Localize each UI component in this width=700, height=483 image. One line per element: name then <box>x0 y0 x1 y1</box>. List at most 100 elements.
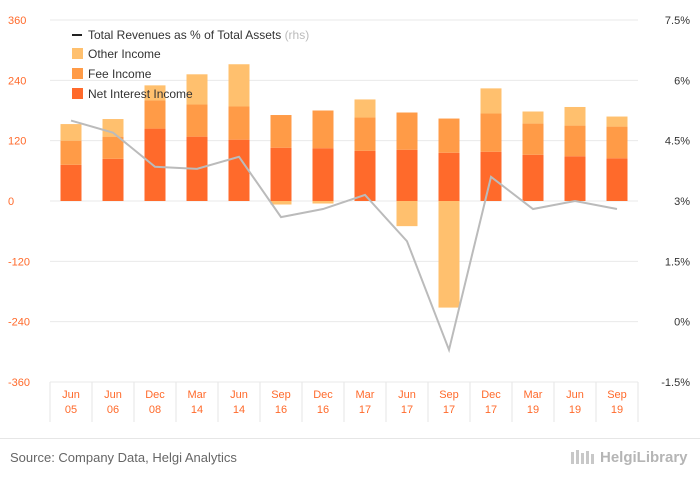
x-tick-label-month: Sep <box>439 389 459 401</box>
library-icon <box>571 450 594 464</box>
legend-swatch <box>72 48 83 59</box>
bar-segment-net-interest-income <box>228 139 250 201</box>
axes: 360 7.5% 240 6% 120 4.5% 0 3% -120 1.5% -240 0% -360… <box>8 15 690 422</box>
x-tick-label-month: Mar <box>356 389 375 401</box>
bar-segment-net-interest-income <box>438 152 460 201</box>
x-tick-label-year: 17 <box>485 404 497 416</box>
source-note: Source: Company Data, Helgi Analytics <box>10 450 237 465</box>
legend-label: Other Income <box>88 47 161 61</box>
bar-segment-other-income <box>144 85 166 101</box>
bar-segment-other-income <box>522 111 544 124</box>
x-tick-label-month: Mar <box>524 389 543 401</box>
legend: Total Revenues as % of Total Assets (rhs… <box>72 28 309 101</box>
y-right-tick-label: 0% <box>674 317 690 329</box>
bar-segment-net-interest-income <box>60 164 82 201</box>
x-tick-label-month: Jun <box>230 389 248 401</box>
legend-label-line: Total Revenues as % of Total Assets (rhs… <box>88 28 309 42</box>
bar-segment-fee-income <box>228 106 250 140</box>
bar-segment-other-income <box>564 106 586 126</box>
x-tick-label-month: Mar <box>188 389 207 401</box>
bar-segment-other-income <box>186 74 208 105</box>
y-left-tick-label: 0 <box>8 196 14 208</box>
line-series-total-revenues <box>70 119 618 354</box>
x-tick-label-year: 08 <box>149 404 161 416</box>
logo-text: HelgiLibrary <box>600 448 688 466</box>
y-left-tick-label: -240 <box>8 317 30 329</box>
y-left-tick-label: -120 <box>8 256 30 268</box>
y-right-tick-label: 4.5% <box>665 136 690 148</box>
y-right-tick-label: -1.5% <box>661 377 690 389</box>
x-tick-label-month: Jun <box>398 389 416 401</box>
bar-segment-fee-income <box>312 110 334 149</box>
bar-segment-fee-income <box>144 100 166 129</box>
bar-segment-net-interest-income <box>312 148 334 201</box>
x-tick-label-year: 17 <box>401 404 413 416</box>
legend-label: Net Interest Income <box>88 87 193 101</box>
bar-segment-net-interest-income <box>354 150 376 201</box>
x-tick-label-year: 17 <box>443 404 455 416</box>
legend-label: Fee Income <box>88 67 152 81</box>
x-tick-label-month: Jun <box>62 389 80 401</box>
x-tick-label-year: 14 <box>233 404 245 416</box>
legend-swatch <box>72 68 83 79</box>
bar-segment-fee-income <box>438 118 460 153</box>
bar-segment-net-interest-income <box>396 149 418 201</box>
bar-segment-net-interest-income <box>606 158 628 201</box>
bar-segment-other-income <box>606 116 628 127</box>
bar-segment-fee-income <box>60 140 82 165</box>
x-tick-label-month: Dec <box>145 389 165 401</box>
bar-segment-fee-income <box>606 126 628 159</box>
bar-segment-other-income <box>228 64 250 107</box>
x-tick-label-year: 16 <box>275 404 287 416</box>
bar-segment-net-interest-income <box>522 154 544 201</box>
x-tick-label-month: Sep <box>607 389 627 401</box>
x-tick-label-year: 06 <box>107 404 119 416</box>
bar-segment-fee-income <box>480 113 502 152</box>
x-tick-label-month: Jun <box>566 389 584 401</box>
x-tick-label-year: 19 <box>611 404 623 416</box>
x-tick-label-year: 16 <box>317 404 329 416</box>
bar-segment-other-income <box>102 119 124 137</box>
x-tick-label-year: 17 <box>359 404 371 416</box>
revenue-line <box>70 119 618 354</box>
x-tick-label-month: Sep <box>271 389 291 401</box>
y-right-tick-label: 7.5% <box>665 15 690 27</box>
bar-segment-other-income <box>480 88 502 114</box>
y-left-tick-label: -360 <box>8 377 30 389</box>
x-tick-label-month: Jun <box>104 389 122 401</box>
y-left-tick-label: 120 <box>8 136 26 148</box>
x-tick-label-year: 19 <box>527 404 539 416</box>
bar-segment-fee-income <box>522 123 544 155</box>
bar-segment-other-income <box>354 99 376 118</box>
legend-swatch <box>72 88 83 99</box>
x-tick-label-year: 14 <box>191 404 203 416</box>
x-tick-label-year: 05 <box>65 404 77 416</box>
bar-segment-fee-income <box>354 117 376 151</box>
bar-segment-net-interest-income <box>144 128 166 201</box>
footer-divider <box>0 438 700 439</box>
bar-segment-fee-income <box>396 112 418 150</box>
bars <box>60 64 628 308</box>
bar-segment-fee-income <box>564 125 586 157</box>
bar-segment-other-income <box>438 201 460 308</box>
bar-segment-net-interest-income <box>270 147 292 201</box>
y-right-tick-label: 3% <box>674 196 690 208</box>
bar-segment-other-income <box>312 201 334 204</box>
bar-segment-fee-income <box>102 136 124 159</box>
x-tick-label-month: Dec <box>313 389 333 401</box>
y-left-tick-label: 240 <box>8 75 26 87</box>
bar-segment-fee-income <box>270 115 292 148</box>
bar-segment-net-interest-income <box>564 156 586 201</box>
bar-segment-other-income <box>60 124 82 141</box>
bar-segment-fee-income <box>186 104 208 137</box>
helgi-library-logo: HelgiLibrary <box>570 448 688 466</box>
bar-segment-other-income <box>396 201 418 227</box>
x-tick-label-month: Dec <box>481 389 501 401</box>
y-left-tick-label: 360 <box>8 15 26 27</box>
legend-rhs-suffix: (rhs) <box>285 28 310 42</box>
x-tick-label-year: 19 <box>569 404 581 416</box>
y-right-tick-label: 6% <box>674 75 690 87</box>
bar-segment-net-interest-income <box>102 158 124 201</box>
y-right-tick-label: 1.5% <box>665 256 690 268</box>
